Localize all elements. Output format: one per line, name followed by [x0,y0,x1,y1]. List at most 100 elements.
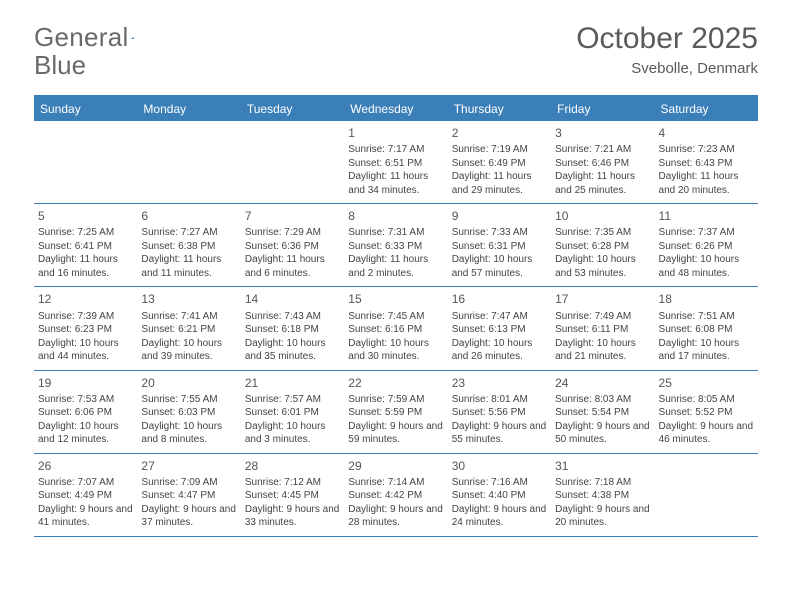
daylight-text: Daylight: 11 hours and 20 minutes. [659,170,754,197]
daylight-text: Daylight: 11 hours and 2 minutes. [348,253,443,280]
sunrise-text: Sunrise: 7:25 AM [38,226,133,240]
sunrise-text: Sunrise: 7:07 AM [38,476,133,490]
day-number: 5 [38,208,133,224]
sunset-text: Sunset: 6:21 PM [141,323,236,337]
day-cell: 2Sunrise: 7:19 AMSunset: 6:49 PMDaylight… [448,121,551,203]
sunrise-text: Sunrise: 7:35 AM [555,226,650,240]
day-number: 22 [348,375,443,391]
day-number: 30 [452,458,547,474]
week-row: 26Sunrise: 7:07 AMSunset: 4:49 PMDayligh… [34,454,758,537]
sunset-text: Sunset: 5:52 PM [659,406,754,420]
sunrise-text: Sunrise: 7:59 AM [348,393,443,407]
daylight-text: Daylight: 10 hours and 53 minutes. [555,253,650,280]
day-cell: 25Sunrise: 8:05 AMSunset: 5:52 PMDayligh… [655,371,758,453]
month-title: October 2025 [576,22,758,56]
day-number: 3 [555,125,650,141]
day-cell: 22 Sunrise: 7:59 AMSunset: 5:59 PMDayligh… [344,371,447,453]
location: Svebolle, Denmark [576,60,758,77]
sunrise-text: Sunrise: 7:18 AM [555,476,650,490]
sunset-text: Sunset: 5:56 PM [452,406,547,420]
sunset-text: Sunset: 6:33 PM [348,240,443,254]
daylight-text: Daylight: 11 hours and 29 minutes. [452,170,547,197]
sunrise-text: Sunrise: 7:45 AM [348,310,443,324]
sunset-text: Sunset: 6:11 PM [555,323,650,337]
sunset-text: Sunset: 5:59 PM [348,406,443,420]
daylight-text: Daylight: 10 hours and 44 minutes. [38,337,133,364]
sunset-text: Sunset: 4:45 PM [245,489,340,503]
calendar: SundayMondayTuesdayWednesdayThursdayFrid… [34,95,758,537]
day-number: 29 [348,458,443,474]
daylight-text: Daylight: 11 hours and 25 minutes. [555,170,650,197]
day-cell: 9Sunrise: 7:33 AMSunset: 6:31 PMDaylight… [448,204,551,286]
sunrise-text: Sunrise: 7:19 AM [452,143,547,157]
day-header: Thursday [448,97,551,121]
sunrise-text: Sunrise: 7:14 AM [348,476,443,490]
day-cell: 23Sunrise: 8:01 AMSunset: 5:56 PMDayligh… [448,371,551,453]
sunset-text: Sunset: 4:47 PM [141,489,236,503]
sunrise-text: Sunrise: 7:51 AM [659,310,754,324]
logo-text-general: General [34,22,129,53]
daylight-text: Daylight: 9 hours and 28 minutes. [348,503,443,530]
day-number: 24 [555,375,650,391]
day-cell: 1Sunrise: 7:17 AMSunset: 6:51 PMDaylight… [344,121,447,203]
daylight-text: Daylight: 9 hours and 59 minutes. [348,420,443,447]
day-number: 16 [452,291,547,307]
sunset-text: Sunset: 6:46 PM [555,157,650,171]
daylight-text: Daylight: 9 hours and 41 minutes. [38,503,133,530]
sunset-text: Sunset: 6:06 PM [38,406,133,420]
day-number: 18 [659,291,754,307]
day-header: Tuesday [241,97,344,121]
day-number: 10 [555,208,650,224]
day-number: 28 [245,458,340,474]
day-cell: 15Sunrise: 7:45 AMSunset: 6:16 PMDayligh… [344,287,447,369]
week-row: 5Sunrise: 7:25 AMSunset: 6:41 PMDaylight… [34,204,758,287]
daylight-text: Daylight: 9 hours and 46 minutes. [659,420,754,447]
daylight-text: Daylight: 10 hours and 39 minutes. [141,337,236,364]
day-cell [655,454,758,536]
week-row: 19Sunrise: 7:53 AMSunset: 6:06 PMDayligh… [34,371,758,454]
sunrise-text: Sunrise: 7:33 AM [452,226,547,240]
day-number: 13 [141,291,236,307]
day-number: 20 [141,375,236,391]
daylight-text: Daylight: 11 hours and 11 minutes. [141,253,236,280]
day-cell [137,121,240,203]
sunrise-text: Sunrise: 7:09 AM [141,476,236,490]
day-cell: 17Sunrise: 7:49 AMSunset: 6:11 PMDayligh… [551,287,654,369]
daylight-text: Daylight: 9 hours and 20 minutes. [555,503,650,530]
day-cell: 19Sunrise: 7:53 AMSunset: 6:06 PMDayligh… [34,371,137,453]
sunrise-text: Sunrise: 7:43 AM [245,310,340,324]
sunrise-text: Sunrise: 7:55 AM [141,393,236,407]
daylight-text: Daylight: 9 hours and 55 minutes. [452,420,547,447]
title-block: October 2025 Svebolle, Denmark [576,22,758,77]
day-cell: 27Sunrise: 7:09 AMSunset: 4:47 PMDayligh… [137,454,240,536]
sunset-text: Sunset: 6:51 PM [348,157,443,171]
sunset-text: Sunset: 6:03 PM [141,406,236,420]
day-cell: 11Sunrise: 7:37 AMSunset: 6:26 PMDayligh… [655,204,758,286]
day-header: Wednesday [344,97,447,121]
sunrise-text: Sunrise: 7:31 AM [348,226,443,240]
sunset-text: Sunset: 6:43 PM [659,157,754,171]
sunset-text: Sunset: 6:08 PM [659,323,754,337]
sunrise-text: Sunrise: 7:23 AM [659,143,754,157]
sunset-text: Sunset: 6:38 PM [141,240,236,254]
daylight-text: Daylight: 11 hours and 16 minutes. [38,253,133,280]
day-cell: 5Sunrise: 7:25 AMSunset: 6:41 PMDaylight… [34,204,137,286]
day-number: 8 [348,208,443,224]
day-number: 31 [555,458,650,474]
week-row: 12Sunrise: 7:39 AMSunset: 6:23 PMDayligh… [34,287,758,370]
sunset-text: Sunset: 6:18 PM [245,323,340,337]
logo-triangle-icon [131,29,134,47]
day-number: 25 [659,375,754,391]
daylight-text: Daylight: 10 hours and 57 minutes. [452,253,547,280]
day-number: 17 [555,291,650,307]
day-cell: 8 Sunrise: 7:31 AMSunset: 6:33 PMDaylight… [344,204,447,286]
day-cell: 4Sunrise: 7:23 AMSunset: 6:43 PMDaylight… [655,121,758,203]
day-header: Monday [137,97,240,121]
day-cell: 31Sunrise: 7:18 AMSunset: 4:38 PMDayligh… [551,454,654,536]
daylight-text: Daylight: 9 hours and 33 minutes. [245,503,340,530]
day-number: 21 [245,375,340,391]
sunset-text: Sunset: 6:23 PM [38,323,133,337]
day-number: 14 [245,291,340,307]
logo: General [34,22,151,53]
sunset-text: Sunset: 6:36 PM [245,240,340,254]
